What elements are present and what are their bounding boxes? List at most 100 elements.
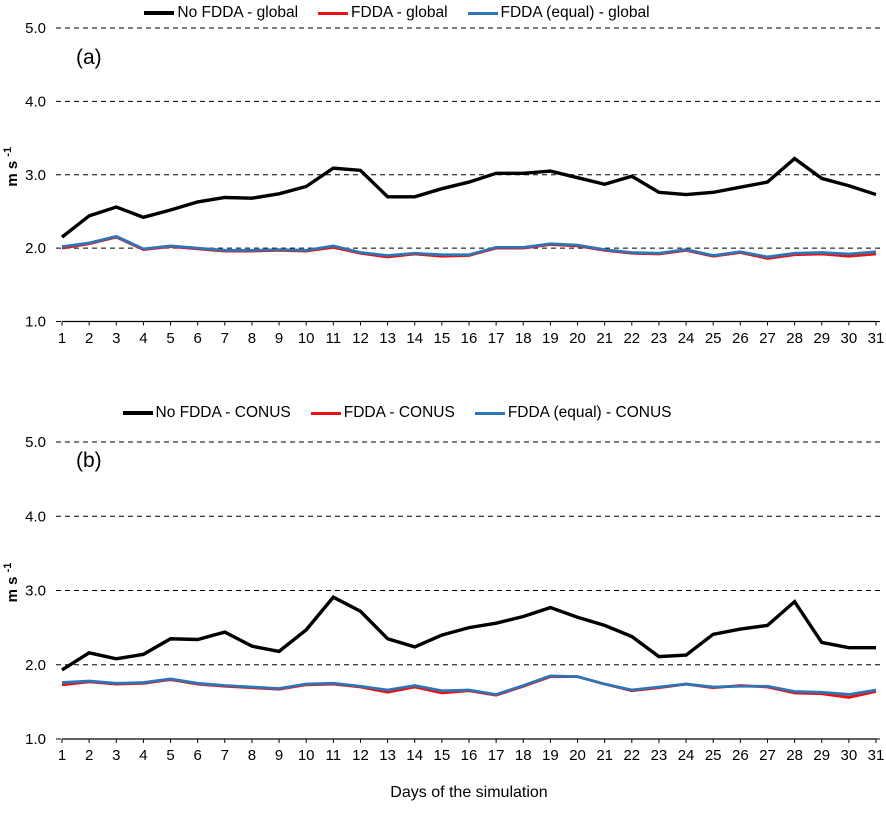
legend-label: FDDA - global — [351, 4, 448, 21]
x-tick-label: 18 — [515, 747, 532, 764]
x-tick-label: 30 — [841, 330, 858, 347]
x-tick-label: 5 — [166, 330, 174, 347]
x-tick-label: 2 — [85, 747, 93, 764]
x-tick-label: 14 — [406, 330, 423, 347]
x-tick-label: 29 — [813, 747, 830, 764]
y-tick-label: 5.0 — [25, 434, 46, 451]
series-line-0 — [60, 156, 877, 239]
y-axis-label: m s -1 — [2, 147, 21, 187]
y-tick-label: 2.0 — [25, 657, 46, 674]
series-line-0 — [61, 595, 876, 672]
x-tick-label: 6 — [193, 747, 201, 764]
x-tick-label: 16 — [461, 330, 478, 347]
y-tick-label: 4.0 — [25, 93, 46, 110]
x-tick-label: 28 — [786, 330, 803, 347]
x-tick-label: 29 — [813, 330, 830, 347]
chart-panel-b: 1.02.03.04.05.01 2 3 4 5 6 7 8 9 10 11 12 13 14 15 16 17… — [2, 434, 885, 764]
legend-line-sample-blue — [467, 11, 498, 15]
x-tick-label: 20 — [569, 330, 586, 347]
y-axis-label: m s -1 — [2, 563, 21, 603]
x-tick-label: 15 — [434, 747, 451, 764]
y-tick-label: 3.0 — [25, 583, 46, 600]
x-tick-label: 30 — [841, 747, 858, 764]
legend-item-fdda-conus: FDDA - CONUS — [310, 403, 455, 423]
series-line-2 — [61, 674, 877, 696]
x-tick-label: 18 — [515, 330, 532, 347]
x-tick-label: 8 — [248, 747, 256, 764]
y-tick-label: 4.0 — [25, 508, 46, 525]
chart-panel-a: 1.02.03.04.05.01 2 3 4 5 6 7 8 9 10 11 12 13 14 15 16 17… — [2, 20, 884, 347]
x-tick-label: 27 — [759, 330, 776, 347]
x-tick-label: 3 — [112, 747, 120, 764]
x-tick-label: 21 — [596, 330, 613, 347]
x-tick-label: 11 — [326, 330, 342, 347]
x-tick-label: 15 — [434, 330, 451, 347]
legend-line-sample-red — [310, 411, 341, 415]
x-tick-label: 10 — [298, 330, 315, 347]
x-tick-label: 21 — [596, 747, 613, 764]
legend-item-fdda-equal-global: FDDA (equal) - global — [467, 3, 650, 23]
x-tick-label: 13 — [379, 747, 396, 764]
x-tick-label: 10 — [298, 747, 315, 764]
x-tick-label: 1 — [58, 330, 66, 347]
x-tick-label: 8 — [248, 330, 256, 347]
x-tick-label: 31 — [868, 747, 885, 764]
x-tick-label: 13 — [379, 330, 396, 347]
x-tick-label: 9 — [275, 747, 283, 764]
x-tick-label: 6 — [193, 330, 201, 347]
legend-item-no-fdda-global: No FDDA - global — [144, 3, 298, 23]
legend-panel-b: No FDDA - CONUS FDDA - CONUS FDDA (equal… — [0, 403, 840, 423]
x-tick-label: 25 — [705, 330, 722, 347]
x-tick-label: 19 — [542, 330, 559, 347]
x-tick-label: 14 — [406, 747, 423, 764]
x-tick-label: 12 — [352, 747, 369, 764]
x-tick-label: 20 — [569, 747, 586, 764]
x-tick-label: 23 — [651, 330, 668, 347]
x-tick-label: 4 — [139, 747, 147, 764]
x-tick-label: 22 — [623, 747, 640, 764]
x-tick-label: 26 — [732, 747, 749, 764]
x-tick-label: 1 — [58, 747, 66, 764]
x-tick-label: 12 — [352, 330, 369, 347]
panel-label: (a) — [76, 46, 102, 69]
y-tick-label: 3.0 — [25, 167, 46, 184]
y-tick-label: 5.0 — [25, 20, 46, 37]
legend-line-sample-black — [144, 11, 175, 15]
x-tick-label: 17 — [488, 330, 505, 347]
x-tick-label: 3 — [112, 330, 120, 347]
x-tick-label: 24 — [678, 330, 695, 347]
x-tick-label: 17 — [488, 747, 505, 764]
legend-item-no-fdda-conus: No FDDA - CONUS — [122, 403, 291, 423]
legend-line-sample-blue — [474, 411, 505, 415]
x-tick-label: 7 — [221, 747, 229, 764]
legend-line-sample-black — [122, 411, 153, 415]
series-line-2 — [61, 234, 877, 259]
panel-label: (b) — [76, 449, 102, 472]
x-tick-label: 4 — [139, 330, 147, 347]
legend-label: No FDDA - CONUS — [155, 404, 291, 421]
x-tick-label: 25 — [705, 747, 722, 764]
legend-line-sample-red — [318, 11, 349, 15]
legend-label: FDDA (equal) - global — [500, 4, 650, 21]
y-tick-label: 2.0 — [25, 240, 46, 257]
legend-label: No FDDA - global — [177, 4, 299, 21]
x-tick-label: 5 — [166, 747, 174, 764]
x-tick-label: 27 — [759, 747, 776, 764]
x-tick-label: 19 — [542, 747, 559, 764]
y-tick-label: 1.0 — [25, 731, 46, 748]
legend-item-fdda-global: FDDA - global — [318, 3, 448, 23]
legend-label: FDDA - CONUS — [343, 404, 455, 421]
x-tick-label: 11 — [326, 747, 342, 764]
x-tick-label: 16 — [461, 747, 478, 764]
x-tick-label: 28 — [786, 747, 803, 764]
x-tick-label: 2 — [85, 330, 93, 347]
x-tick-label: 22 — [623, 330, 640, 347]
x-tick-label: 23 — [651, 747, 668, 764]
x-tick-label: 24 — [678, 747, 695, 764]
x-tick-label: 7 — [221, 330, 229, 347]
y-tick-label: 1.0 — [25, 314, 46, 331]
x-axis-title: Days of the simulation — [390, 784, 548, 801]
legend-item-fdda-equal-conus: FDDA (equal) - CONUS — [474, 403, 671, 423]
x-tick-label: 26 — [732, 330, 749, 347]
